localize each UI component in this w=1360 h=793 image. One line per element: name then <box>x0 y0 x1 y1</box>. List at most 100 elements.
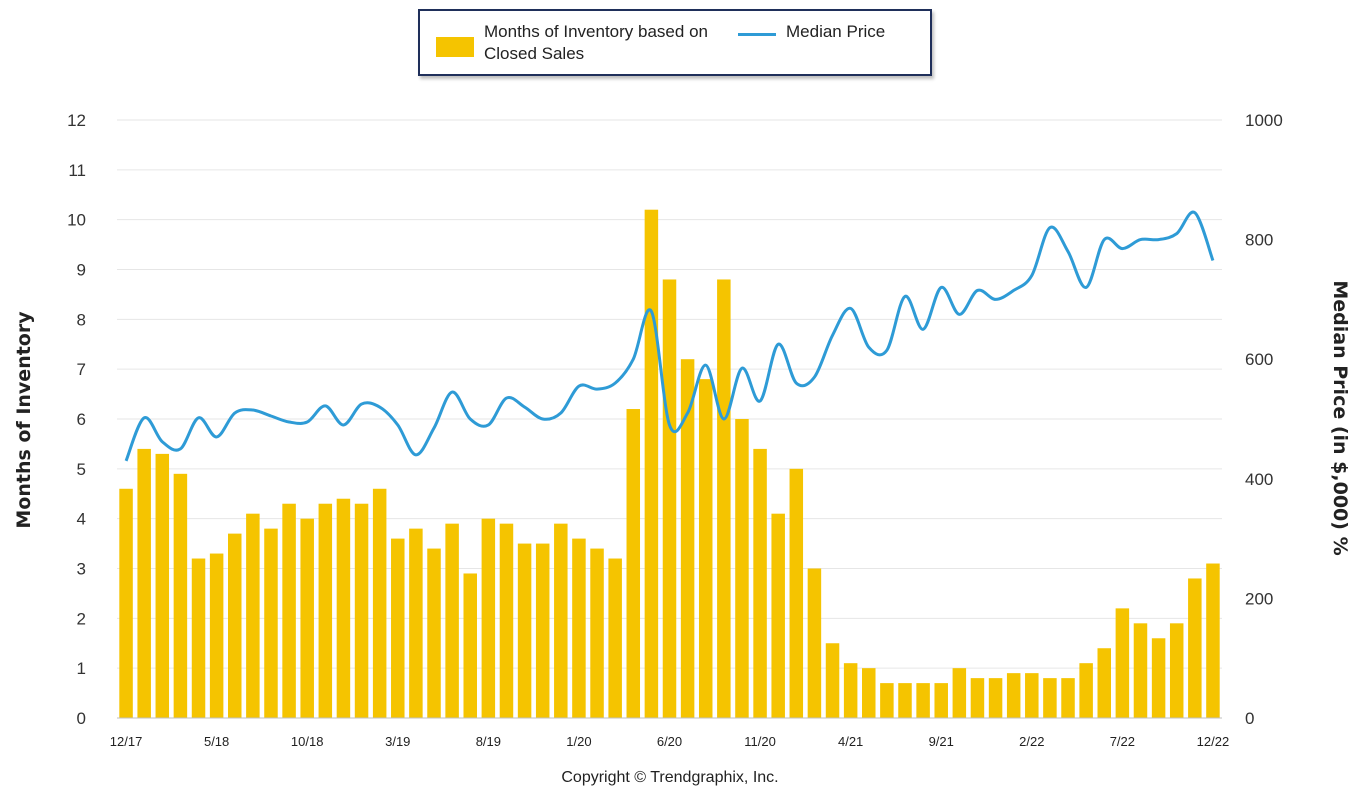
inventory-bar <box>988 678 1003 718</box>
legend-line-swatch <box>738 33 776 36</box>
inventory-bar <box>336 498 351 718</box>
x-tick-label: 4/21 <box>838 734 863 749</box>
inventory-bar <box>173 473 188 718</box>
inventory-bar <box>119 488 133 718</box>
y-left-tick-label: 10 <box>67 211 86 230</box>
inventory-bar <box>354 503 369 718</box>
x-tick-label: 12/17 <box>110 734 143 749</box>
inventory-bar <box>1006 673 1021 718</box>
y-left-tick-label: 6 <box>77 410 86 429</box>
x-tick-label: 3/19 <box>385 734 410 749</box>
x-tick-label: 8/19 <box>476 734 501 749</box>
y-axis-left-title: Months of Inventory <box>13 311 35 529</box>
y-right-tick-label: 400 <box>1245 470 1273 489</box>
inventory-bar <box>662 279 677 718</box>
inventory-bar <box>862 668 876 718</box>
inventory-bar <box>1097 648 1111 718</box>
x-axis: 12/17 5/18 10/18 3/19 8/19 1/20 6/20 11/20 4/21 9… <box>110 717 1230 749</box>
inventory-bar <box>898 683 912 718</box>
y-left-tick-label: 1 <box>77 659 86 678</box>
y-left-tick-label: 11 <box>68 161 86 180</box>
inventory-bar <box>372 488 387 718</box>
inventory-bar <box>970 678 985 718</box>
inventory-bar <box>282 503 296 718</box>
inventory-bar <box>735 419 749 718</box>
inventory-bar <box>228 533 242 718</box>
inventory-bar <box>1061 678 1075 718</box>
inventory-bar <box>807 568 822 718</box>
legend-bar-swatch <box>436 37 474 57</box>
inventory-bar <box>391 538 405 718</box>
inventory-bar <box>1115 608 1130 718</box>
inventory-bar <box>463 573 477 718</box>
x-tick-label: 6/20 <box>657 734 682 749</box>
inventory-bar <box>318 503 333 718</box>
y-axis-right: 0 200 400 600 800 1000 <box>1245 111 1283 728</box>
inventory-bar <box>1025 673 1039 718</box>
x-tick-label: 10/18 <box>291 734 324 749</box>
y-right-tick-label: 200 <box>1245 589 1273 608</box>
copyright: Copyright © Trendgraphix, Inc. <box>561 769 779 786</box>
inventory-bar <box>753 448 767 718</box>
inventory-bar <box>680 359 695 718</box>
x-tick-label: 5/18 <box>204 734 229 749</box>
y-left-tick-label: 0 <box>77 709 86 728</box>
inventory-bar <box>1206 563 1220 718</box>
inventory-bar <box>934 683 948 718</box>
inventory-bar <box>191 558 206 718</box>
inventory-bar <box>300 518 314 718</box>
x-tick-label: 9/21 <box>929 734 954 749</box>
inventory-bar <box>1188 578 1202 718</box>
inventory-bar <box>264 528 278 718</box>
inventory-bar <box>155 453 170 718</box>
inventory-bar <box>427 548 441 718</box>
y-left-tick-label: 2 <box>77 609 86 628</box>
inventory-bar <box>608 558 622 718</box>
y-axis-right-title: Median Price (in $,000) % <box>1329 280 1351 556</box>
inventory-bar <box>825 643 840 718</box>
y-left-tick-label: 9 <box>77 261 86 280</box>
legend-line-label: Median Price <box>786 22 886 41</box>
y-left-tick-label: 8 <box>77 310 86 329</box>
inventory-bar <box>626 409 641 718</box>
inventory-bar <box>952 668 967 718</box>
y-right-tick-label: 1000 <box>1245 111 1283 130</box>
inventory-bar <box>517 543 532 718</box>
inventory-bar <box>445 523 459 718</box>
x-tick-label: 2/22 <box>1019 734 1044 749</box>
inventory-bars <box>119 209 1220 718</box>
inventory-bar <box>409 528 423 718</box>
x-tick-label: 12/22 <box>1197 734 1230 749</box>
inventory-bar <box>209 553 224 718</box>
y-right-tick-label: 600 <box>1245 350 1273 369</box>
x-tick-label: 11/20 <box>744 734 776 749</box>
median-price-line <box>124 210 1215 462</box>
inventory-bar <box>554 523 568 718</box>
inventory-bar <box>880 683 894 718</box>
inventory-bar <box>916 683 930 718</box>
inventory-bar <box>1169 623 1184 718</box>
y-right-tick-label: 800 <box>1245 231 1273 250</box>
inventory-bar <box>481 518 496 718</box>
inventory-bar <box>535 543 550 718</box>
y-left-tick-label: 4 <box>77 510 86 529</box>
y-left-tick-label: 5 <box>77 460 86 479</box>
x-tick-label: 7/22 <box>1110 734 1135 749</box>
inventory-bar <box>1043 678 1057 718</box>
inventory-bar <box>698 379 713 718</box>
y-left-tick-label: 7 <box>77 360 86 379</box>
inventory-bar <box>499 523 514 718</box>
y-left-tick-label: 3 <box>77 560 86 579</box>
y-right-tick-label: 0 <box>1245 709 1254 728</box>
inventory-bar <box>1079 663 1093 718</box>
inventory-bar <box>137 448 151 718</box>
inventory-bar <box>771 513 785 718</box>
x-tick-label: 1/20 <box>566 734 591 749</box>
inventory-bar <box>1151 638 1166 718</box>
y-left-tick-label: 12 <box>67 111 86 130</box>
inventory-bar <box>789 468 804 718</box>
inventory-bar <box>590 548 604 718</box>
inventory-bar <box>572 538 586 718</box>
